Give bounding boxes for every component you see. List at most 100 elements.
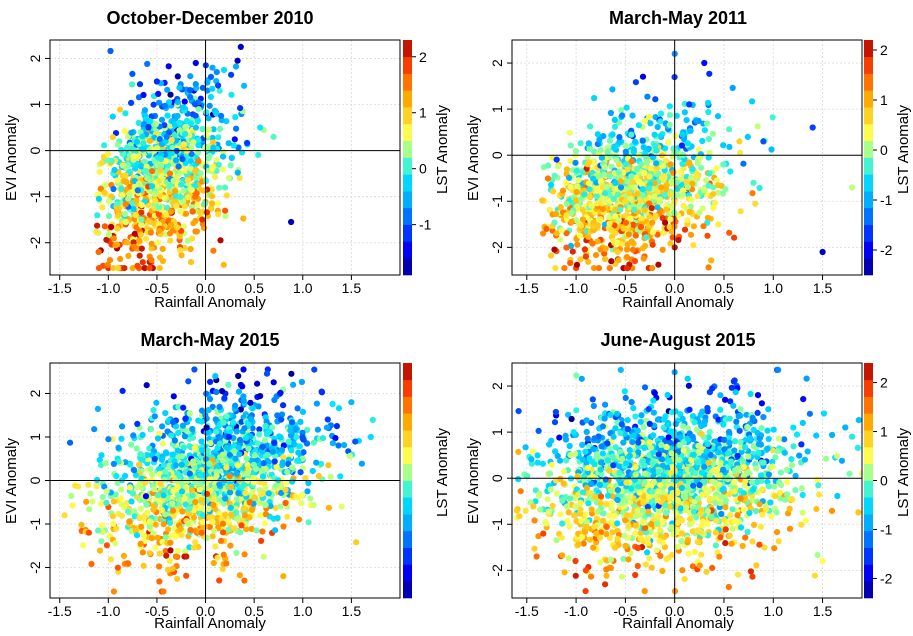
- data-point: [156, 100, 162, 106]
- data-point: [227, 489, 233, 495]
- data-point: [206, 506, 212, 512]
- data-point: [136, 237, 142, 243]
- data-point: [740, 161, 746, 167]
- data-point: [720, 190, 726, 196]
- data-point: [244, 140, 250, 146]
- data-point: [574, 183, 580, 189]
- data-point: [167, 171, 173, 177]
- data-point: [140, 146, 146, 152]
- data-point: [62, 512, 68, 518]
- data-point: [563, 180, 569, 186]
- data-point: [162, 410, 168, 416]
- colorbar-segment: [403, 40, 412, 57]
- data-point: [151, 486, 157, 492]
- data-point: [535, 460, 541, 466]
- data-point: [310, 502, 316, 508]
- data-point: [208, 94, 214, 100]
- data-point: [715, 113, 721, 119]
- data-point: [134, 421, 140, 427]
- data-point: [612, 124, 618, 130]
- data-point: [640, 245, 646, 251]
- data-point: [233, 126, 239, 132]
- data-point: [701, 187, 707, 193]
- data-point: [359, 461, 365, 467]
- data-point: [705, 100, 711, 106]
- data-point: [175, 430, 181, 436]
- data-point: [111, 498, 117, 504]
- colorbar-segment: [864, 141, 873, 158]
- data-point: [849, 184, 855, 190]
- data-point: [626, 231, 632, 237]
- data-point: [207, 477, 213, 483]
- colorbar-tick-label: 0: [419, 161, 427, 177]
- colorbar-segment: [864, 40, 873, 57]
- data-point: [710, 205, 716, 211]
- data-point: [765, 406, 771, 412]
- x-tick-label: -1.5: [48, 280, 72, 296]
- data-point: [567, 130, 573, 136]
- data-point: [221, 262, 227, 268]
- data-point: [300, 436, 306, 442]
- data-point: [163, 553, 169, 559]
- data-point: [118, 186, 124, 192]
- data-point: [707, 429, 713, 435]
- data-point: [241, 505, 247, 511]
- data-point: [147, 138, 153, 144]
- data-point: [334, 423, 340, 429]
- data-point: [113, 473, 119, 479]
- data-point: [157, 254, 163, 260]
- data-point: [549, 462, 555, 468]
- data-point: [232, 525, 238, 531]
- data-point: [128, 498, 134, 504]
- data-point: [196, 106, 202, 112]
- data-point: [154, 78, 160, 84]
- data-point: [198, 497, 204, 503]
- data-point: [247, 400, 253, 406]
- data-point: [182, 124, 188, 130]
- data-point: [194, 202, 200, 208]
- data-point: [279, 447, 285, 453]
- data-point: [314, 401, 320, 407]
- data-point: [190, 208, 196, 214]
- data-point: [168, 222, 174, 228]
- data-point: [97, 169, 103, 175]
- data-point: [209, 200, 215, 206]
- data-point: [590, 396, 596, 402]
- data-point: [142, 107, 148, 113]
- data-point: [206, 115, 212, 121]
- data-point: [210, 502, 216, 508]
- x-tick-label: 1.0: [293, 603, 313, 619]
- data-point: [277, 390, 283, 396]
- data-point: [243, 435, 249, 441]
- y-tick-label: 1: [27, 100, 43, 108]
- data-point: [688, 175, 694, 181]
- data-point: [563, 212, 569, 218]
- data-point: [638, 161, 644, 167]
- data-point: [191, 514, 197, 520]
- data-point: [220, 452, 226, 458]
- data-point: [117, 256, 123, 262]
- data-point: [175, 113, 181, 119]
- data-point: [536, 493, 542, 499]
- data-point: [173, 203, 179, 209]
- data-point: [297, 419, 303, 425]
- data-point: [675, 237, 681, 243]
- data-point: [733, 419, 739, 425]
- data-point: [88, 561, 94, 567]
- data-point: [144, 382, 150, 388]
- data-point: [736, 138, 742, 144]
- data-point: [185, 378, 191, 384]
- data-point: [120, 388, 126, 394]
- data-point: [199, 447, 205, 453]
- data-point: [147, 219, 153, 225]
- data-point: [652, 132, 658, 138]
- data-point: [241, 83, 247, 89]
- data-point: [657, 196, 663, 202]
- data-point: [616, 169, 622, 175]
- data-point: [134, 263, 140, 269]
- data-point: [578, 223, 584, 229]
- data-point: [198, 438, 204, 444]
- data-point: [85, 482, 91, 488]
- data-point: [706, 71, 712, 77]
